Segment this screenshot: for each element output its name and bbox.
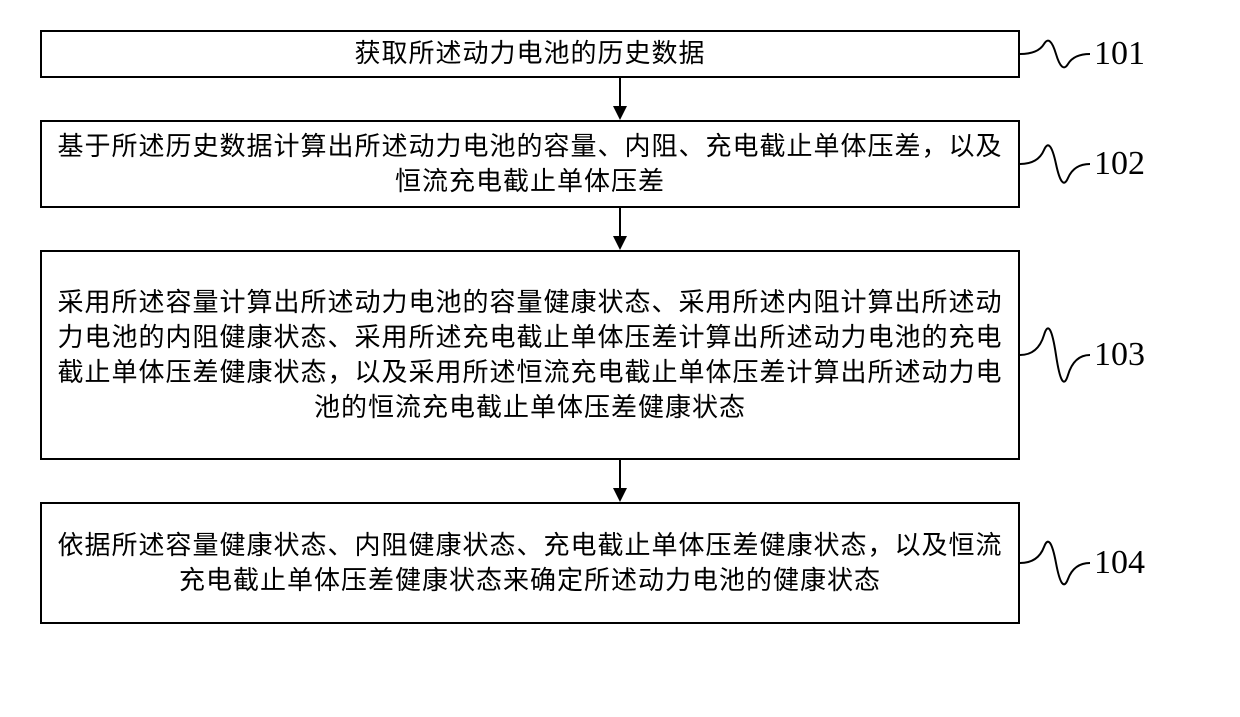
curve-icon: [1020, 502, 1090, 624]
curve-icon: [1020, 250, 1090, 460]
connector-101: 101: [1020, 30, 1200, 78]
connector-103: 103: [1020, 250, 1200, 460]
step-text-102: 基于所述历史数据计算出所述动力电池的容量、内阻、充电截止单体压差，以及恒流充电截…: [56, 129, 1004, 199]
step-row-101: 获取所述动力电池的历史数据 101: [40, 30, 1200, 78]
step-text-104: 依据所述容量健康状态、内阻健康状态、充电截止单体压差健康状态，以及恒流充电截止单…: [56, 528, 1004, 598]
step-row-103: 采用所述容量计算出所述动力电池的容量健康状态、采用所述内阻计算出所述动力电池的内…: [40, 250, 1200, 460]
step-number-101: 101: [1094, 35, 1145, 73]
step-box-103: 采用所述容量计算出所述动力电池的容量健康状态、采用所述内阻计算出所述动力电池的内…: [40, 250, 1020, 460]
arrow-101-102: [130, 78, 1110, 120]
curve-icon: [1020, 30, 1090, 78]
step-box-104: 依据所述容量健康状态、内阻健康状态、充电截止单体压差健康状态，以及恒流充电截止单…: [40, 502, 1020, 624]
step-text-103: 采用所述容量计算出所述动力电池的容量健康状态、采用所述内阻计算出所述动力电池的内…: [56, 285, 1004, 425]
step-row-102: 基于所述历史数据计算出所述动力电池的容量、内阻、充电截止单体压差，以及恒流充电截…: [40, 120, 1200, 208]
curve-icon: [1020, 120, 1090, 208]
step-box-101: 获取所述动力电池的历史数据: [40, 30, 1020, 78]
step-number-103: 103: [1094, 336, 1145, 374]
step-number-102: 102: [1094, 145, 1145, 183]
flowchart-container: 获取所述动力电池的历史数据 101 基于所述历史数据计算出所述动力电池的容量、内…: [40, 30, 1200, 624]
connector-102: 102: [1020, 120, 1200, 208]
step-box-102: 基于所述历史数据计算出所述动力电池的容量、内阻、充电截止单体压差，以及恒流充电截…: [40, 120, 1020, 208]
arrow-102-103: [130, 208, 1110, 250]
arrow-103-104: [130, 460, 1110, 502]
step-text-101: 获取所述动力电池的历史数据: [354, 36, 705, 71]
step-row-104: 依据所述容量健康状态、内阻健康状态、充电截止单体压差健康状态，以及恒流充电截止单…: [40, 502, 1200, 624]
connector-104: 104: [1020, 502, 1200, 624]
step-number-104: 104: [1094, 544, 1145, 582]
